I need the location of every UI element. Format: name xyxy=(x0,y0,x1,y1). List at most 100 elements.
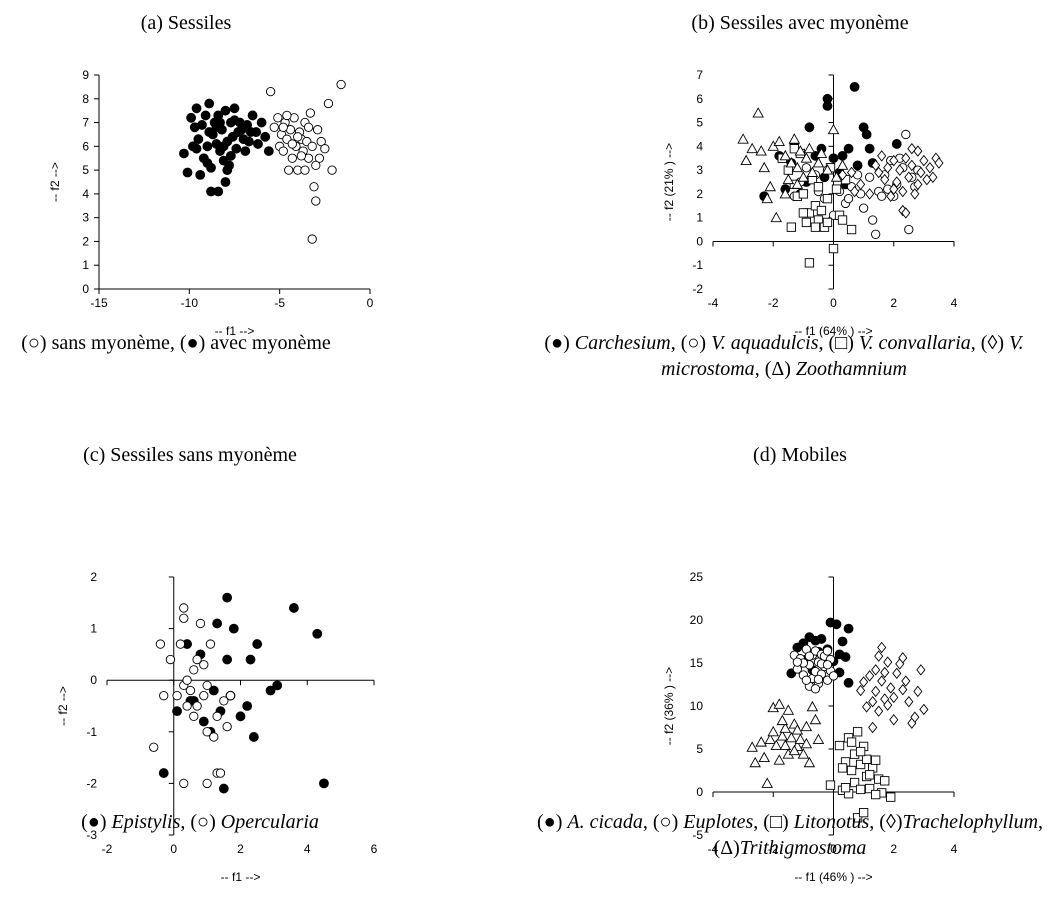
data-point xyxy=(855,746,866,757)
data-point xyxy=(836,159,849,170)
data-point xyxy=(278,122,288,132)
data-point xyxy=(810,201,821,211)
data-point xyxy=(871,229,881,239)
series-epistylis xyxy=(158,592,329,794)
data-point xyxy=(247,110,258,121)
y-tick-label: 4 xyxy=(82,187,89,201)
data-point xyxy=(852,160,863,171)
data-point xyxy=(776,730,789,741)
data-point xyxy=(831,619,842,630)
data-point xyxy=(886,190,896,202)
data-point xyxy=(307,234,317,244)
legend-symbol-text: , (○) xyxy=(670,332,712,354)
data-point xyxy=(877,150,887,162)
data-point xyxy=(850,185,860,198)
y-tick-label: 15 xyxy=(690,656,704,670)
data-point xyxy=(803,142,816,154)
legend-symbol-text: , (○) xyxy=(180,811,221,833)
data-point xyxy=(904,171,914,183)
data-point xyxy=(253,139,263,149)
data-point xyxy=(222,165,233,176)
data-point xyxy=(837,763,848,773)
data-point xyxy=(797,748,810,759)
data-point xyxy=(269,122,279,132)
data-point xyxy=(749,756,761,768)
data-point xyxy=(172,691,182,701)
data-point xyxy=(278,146,288,156)
y-axis-title: -- f2 --> xyxy=(48,162,62,202)
y-tick-label: 20 xyxy=(690,613,704,627)
y-axis-title: -- f2 --> xyxy=(56,686,70,726)
data-point xyxy=(202,680,212,691)
y-tick-label: 7 xyxy=(696,68,703,82)
chart-caption: (●) Epistylis, (○) Opercularia xyxy=(40,809,360,835)
taxon-name: Trithigmostoma xyxy=(739,837,867,859)
data-point xyxy=(779,739,792,751)
data-point xyxy=(737,133,749,144)
data-point xyxy=(244,136,254,147)
data-point xyxy=(801,163,812,173)
data-point xyxy=(871,755,881,765)
data-point xyxy=(776,714,789,726)
data-point xyxy=(265,86,276,97)
y-tick-label: 8 xyxy=(82,92,89,106)
data-point xyxy=(770,211,783,223)
y-tick-label: 0 xyxy=(696,234,703,248)
data-point xyxy=(877,191,887,201)
chart-caption: (●) Carchesium, (○) V. aquadulcis, (□) V… xyxy=(514,330,1054,382)
data-point xyxy=(764,180,777,192)
x-tick-label: 0 xyxy=(367,296,374,310)
taxon-name: V. convallaria xyxy=(858,332,971,354)
data-point xyxy=(883,699,893,711)
data-point xyxy=(813,674,824,684)
data-point xyxy=(192,701,202,711)
data-point xyxy=(189,711,199,721)
y-tick-label: 6 xyxy=(82,139,89,153)
data-point xyxy=(928,171,938,183)
data-point xyxy=(752,107,764,118)
data-point xyxy=(755,736,767,747)
legend-symbol-text: , (Δ) xyxy=(754,358,796,380)
data-point xyxy=(919,703,929,716)
x-axis-title: -- f1 (64% ) --> xyxy=(794,324,872,338)
data-point xyxy=(806,700,819,712)
data-point xyxy=(871,685,881,698)
y-tick-label: -2 xyxy=(692,282,703,296)
data-point xyxy=(197,120,207,130)
data-point xyxy=(868,721,878,734)
data-point xyxy=(785,157,798,168)
data-point xyxy=(843,677,854,688)
data-point xyxy=(284,165,294,175)
data-point xyxy=(175,639,186,649)
data-point xyxy=(822,217,833,228)
data-point xyxy=(293,132,303,142)
taxon-name: Trachelophyllum xyxy=(902,811,1039,833)
chart-caption: (○) sans myonème, (●) avec myonème xyxy=(0,330,352,356)
series-zoothamnium xyxy=(737,107,849,223)
data-point xyxy=(309,182,319,192)
data-point xyxy=(202,778,212,789)
data-point xyxy=(788,744,801,756)
data-point xyxy=(282,110,292,121)
y-tick-label: 5 xyxy=(696,116,703,130)
y-tick-label: -2 xyxy=(86,776,97,790)
data-point xyxy=(179,778,189,789)
data-point xyxy=(252,639,263,649)
data-point xyxy=(822,93,833,104)
data-point xyxy=(856,684,866,697)
data-point xyxy=(886,682,896,694)
data-point xyxy=(800,720,813,732)
series-euplotes xyxy=(789,644,839,694)
data-point xyxy=(852,813,863,823)
data-point xyxy=(843,623,854,634)
y-tick-label: -1 xyxy=(692,258,703,272)
data-point xyxy=(855,784,866,795)
taxon-name: Zoothamnium xyxy=(795,358,907,380)
data-point xyxy=(782,704,795,715)
series-v-microstoma xyxy=(837,142,944,219)
y-tick-label: -5 xyxy=(692,828,703,842)
panel-c: (c) Sessiles sans myonème -2 0 2 4 6 -3 -2 -1 0 1… xyxy=(0,430,530,909)
data-point xyxy=(907,142,917,155)
y-tick-label: 5 xyxy=(696,742,703,756)
y-tick-label: 0 xyxy=(82,282,89,296)
